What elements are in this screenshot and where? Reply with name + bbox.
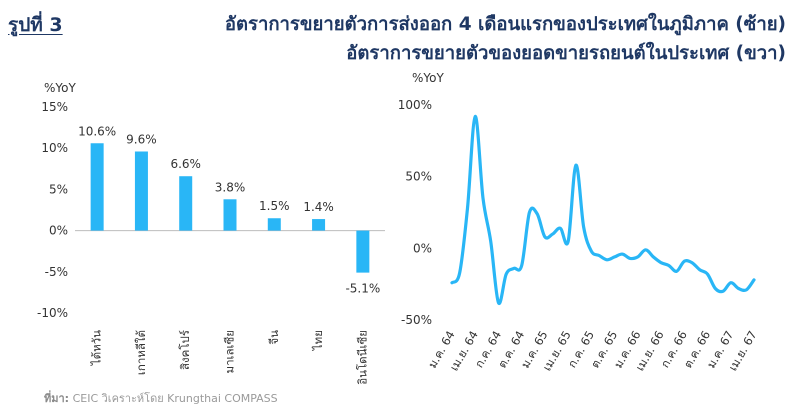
figure-title-line-1: อัตราการขยายตัวการส่งออก 4 เดือนแรกของปร… bbox=[224, 14, 786, 35]
bar-category-label: ไต้หวัน bbox=[90, 330, 104, 366]
bar bbox=[356, 230, 370, 273]
line-ytick-label: 100% bbox=[398, 98, 432, 112]
figure-title: รูปที่ 3 อัตราการขยายตัวการส่งออก 4 เดือ… bbox=[0, 6, 800, 70]
line-ylabel: %YoY bbox=[412, 71, 444, 85]
bar bbox=[90, 143, 104, 231]
bar bbox=[267, 218, 281, 231]
bar-ytick-label: 10% bbox=[41, 141, 68, 155]
bar-category-label: สิงคโปร์ bbox=[178, 330, 192, 370]
bar-data-label: 1.5% bbox=[259, 199, 290, 213]
bar-ytick-label: -5% bbox=[45, 265, 68, 279]
line-ytick-label: 50% bbox=[405, 170, 432, 184]
bar-category-label: จีน bbox=[267, 330, 281, 345]
bar bbox=[223, 199, 237, 231]
bar-data-label: -5.1% bbox=[345, 282, 380, 296]
bar-chart: %YoY 15% 10% 5% 0% -5% -10% 10.6% ไต้หวัน 9.6% เกา… bbox=[37, 81, 385, 385]
source-text: CEIC วิเคราะห์โดย Krungthai COMPASS bbox=[72, 392, 278, 405]
source-note: ที่มา: CEIC วิเคราะห์โดย Krungthai COMPA… bbox=[44, 389, 278, 407]
bar-data-label: 6.6% bbox=[170, 157, 201, 171]
bar bbox=[134, 151, 148, 231]
bar-category-label: อินโดนีเซีย bbox=[355, 330, 369, 385]
bar-category-label: เกาหลีใต้ bbox=[134, 330, 148, 375]
bar-ytick-label: 0% bbox=[49, 224, 68, 238]
bar-data-label: 3.8% bbox=[215, 180, 246, 194]
figure-title-line-2: อัตราการขยายตัวของยอดขายรถยนต์ในประเทศ (… bbox=[346, 43, 786, 64]
bar-data-label: 9.6% bbox=[126, 132, 157, 146]
bar-ytick-label: 5% bbox=[49, 182, 68, 196]
bar-ytick-label: 15% bbox=[41, 100, 68, 114]
bar bbox=[179, 176, 193, 231]
bar bbox=[312, 219, 326, 231]
line-ytick-label: 0% bbox=[413, 241, 432, 255]
source-label: ที่มา: bbox=[44, 392, 70, 405]
bar-ytick-label: -10% bbox=[37, 306, 68, 320]
bar-category-label: มาเลเซีย bbox=[223, 330, 237, 374]
line-ytick-label: -50% bbox=[401, 313, 432, 327]
bar-category-label: ไทย bbox=[311, 330, 325, 351]
line-series bbox=[450, 114, 756, 305]
bar-ylabel: %YoY bbox=[44, 81, 76, 95]
figure-label: รูปที่ 3 bbox=[8, 14, 63, 36]
bar-data-label: 10.6% bbox=[78, 124, 116, 138]
bar-data-label: 1.4% bbox=[303, 200, 334, 214]
